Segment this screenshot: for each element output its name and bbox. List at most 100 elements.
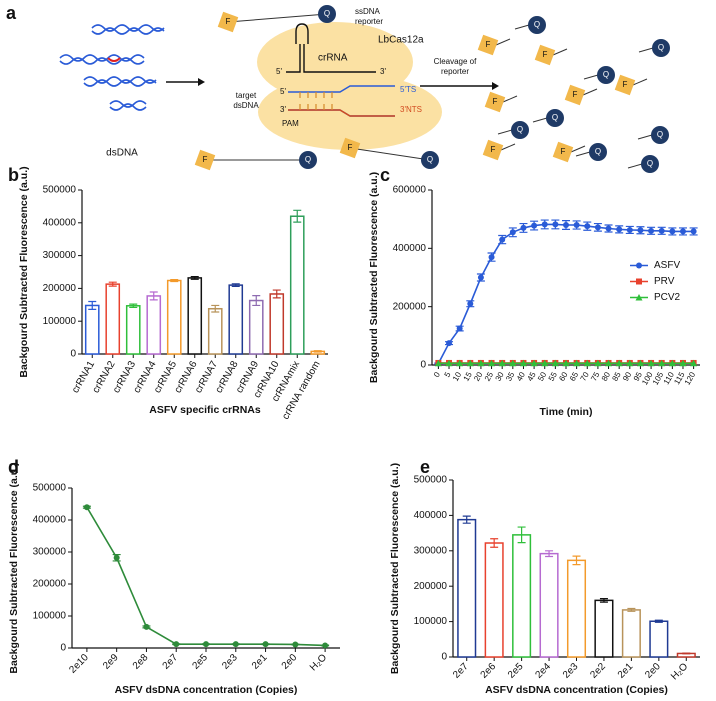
x-tick-label: 5: [443, 370, 453, 379]
y-tick-label: 0: [60, 643, 66, 654]
fluorophore: [552, 141, 574, 163]
panel-label: a: [6, 3, 17, 23]
fluorophore: [534, 44, 556, 66]
reporter-strand: [349, 147, 431, 161]
nontarget-strand: [288, 109, 395, 117]
point: [573, 359, 581, 367]
cleavage-label: reporter: [441, 67, 469, 76]
error-bar: [627, 607, 636, 612]
point: [562, 359, 570, 367]
reporter-strand: [532, 117, 548, 123]
error-bar: [599, 597, 608, 603]
point: [658, 227, 665, 234]
end-label: 3': [380, 67, 386, 76]
strand: [59, 54, 145, 62]
fluorophore-label: F: [491, 145, 496, 154]
fluorophore: [194, 149, 216, 171]
point: [499, 236, 506, 243]
quencher: [318, 5, 336, 23]
reporter-label: reporter: [355, 17, 383, 26]
quencher-label: Q: [305, 155, 311, 164]
x-tick-label: 2e5: [190, 652, 210, 672]
quencher: [652, 39, 670, 57]
reporter-strand: [514, 24, 530, 30]
point: [113, 554, 120, 561]
fluorophore: [217, 11, 239, 33]
point: [488, 254, 495, 261]
point: [690, 359, 698, 367]
point: [636, 359, 644, 367]
point: [679, 228, 686, 235]
y-tick-label: 0: [70, 349, 76, 360]
point: [541, 221, 548, 228]
y-tick-label: 300000: [33, 547, 67, 558]
x-tick-label: 2e1: [616, 661, 636, 681]
error-bar: [293, 209, 302, 223]
point: [232, 641, 239, 648]
reporter-label: ssDNA: [355, 7, 381, 16]
point: [573, 222, 580, 228]
y-axis-label: Backgourd Subtracted Fluorescence (a.u.): [8, 462, 20, 673]
error-bar: [129, 303, 138, 309]
strand: [91, 24, 165, 32]
point: [616, 226, 623, 233]
x-axis-label: Time (min): [540, 406, 593, 418]
dsdna-label: dsDNA: [106, 148, 138, 159]
x-tick-label: 2e1: [250, 652, 270, 672]
y-tick-label: 500000: [43, 185, 77, 196]
error-bar: [211, 304, 220, 313]
point: [434, 359, 442, 367]
bar: [566, 559, 587, 658]
x-tick-label: 2e6: [479, 661, 499, 681]
quencher: [546, 109, 564, 127]
quencher: [597, 66, 615, 84]
point: [262, 641, 269, 648]
reporter-strand: [570, 145, 586, 153]
end-label: 5': [276, 67, 282, 76]
point: [292, 641, 299, 648]
point: [531, 222, 538, 229]
x-tick-label: 2e7: [161, 652, 181, 672]
quencher-label: Q: [603, 70, 609, 79]
x-tick-label: 2e7: [451, 661, 471, 681]
x-tick-label: 2e3: [561, 661, 581, 681]
y-tick-label: 100000: [414, 616, 448, 627]
reporter-strand: [502, 95, 518, 103]
legend-label: ASFV: [654, 260, 680, 271]
point: [203, 641, 209, 648]
quencher: [299, 151, 317, 169]
bar: [105, 283, 121, 355]
quencher-label: Q: [517, 125, 523, 134]
y-tick-label: 0: [420, 360, 426, 371]
legend-marker: [636, 278, 642, 285]
reporter-strand: [575, 151, 591, 157]
series-line: [86, 506, 326, 647]
point: [605, 359, 613, 367]
point: [551, 359, 559, 367]
x-tick-label: 2e8: [131, 652, 151, 672]
error-bar: [252, 295, 261, 307]
point: [647, 359, 655, 367]
reporter-strand: [552, 48, 568, 56]
panel-label: d: [8, 457, 19, 477]
point: [563, 222, 569, 228]
quencher: [421, 151, 439, 169]
point: [669, 228, 676, 235]
pam-label: PAM: [282, 119, 299, 128]
error-bar: [149, 291, 158, 301]
error-bar: [272, 289, 281, 299]
error-bar: [654, 619, 663, 623]
error-bar: [88, 300, 97, 310]
fluorophore-label: F: [543, 50, 548, 59]
point: [477, 274, 484, 281]
point: [446, 340, 453, 347]
quencher-label: Q: [534, 20, 540, 29]
x-tick-label: H₂O: [669, 661, 690, 682]
arrowhead: [198, 78, 205, 86]
bar: [125, 305, 141, 355]
error-bar: [462, 515, 471, 524]
bar: [269, 293, 285, 355]
point: [509, 229, 516, 236]
